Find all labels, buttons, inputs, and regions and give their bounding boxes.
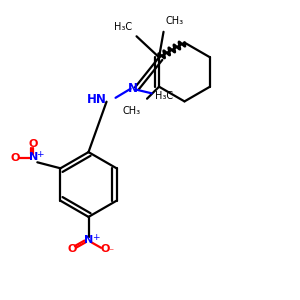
- Text: CH₃: CH₃: [165, 16, 183, 26]
- Text: ⁻: ⁻: [108, 247, 113, 257]
- Text: O: O: [11, 153, 20, 164]
- Text: HN: HN: [87, 93, 106, 106]
- Text: CH₃: CH₃: [123, 106, 141, 116]
- Text: ⁻: ⁻: [19, 157, 25, 167]
- Text: N: N: [128, 82, 138, 95]
- Text: O: O: [29, 139, 38, 149]
- Text: O: O: [67, 244, 77, 254]
- Text: +: +: [36, 150, 44, 159]
- Text: N: N: [29, 152, 38, 162]
- Text: H₃C: H₃C: [155, 91, 173, 101]
- Text: N: N: [84, 235, 93, 245]
- Text: O: O: [100, 244, 110, 254]
- Text: H₃C: H₃C: [114, 22, 132, 32]
- Text: +: +: [92, 232, 100, 242]
